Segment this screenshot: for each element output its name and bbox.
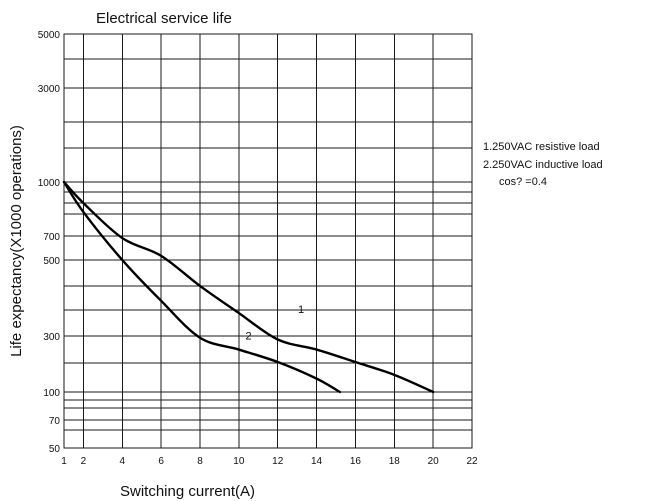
chart-title: Electrical service life — [96, 10, 232, 27]
x-axis-label: Switching current(A) — [120, 483, 255, 500]
y-tick-label: 1000 — [38, 178, 61, 189]
y-tick-label: 3000 — [38, 84, 61, 95]
x-tick-label: 8 — [197, 456, 203, 467]
x-tick-label: 22 — [466, 456, 478, 467]
y-tick-label: 300 — [43, 332, 60, 343]
series-label-2: 2 — [246, 331, 252, 343]
x-tick-label: 2 — [81, 456, 87, 467]
x-tick-label: 18 — [389, 456, 401, 467]
x-tick-label: 4 — [120, 456, 126, 467]
series-line-1 — [62, 180, 435, 394]
x-tick-label: 14 — [311, 456, 323, 467]
legend-entry-3: cos? =0.4 — [499, 176, 547, 188]
legend-entry-1: 1.250VAC resistive load — [483, 141, 600, 153]
y-axis-label: Life expectancy(X1000 operations) — [8, 125, 25, 357]
plot-frame — [63, 33, 473, 449]
y-tick-label: 50 — [49, 444, 61, 455]
x-tick-label: 6 — [158, 456, 164, 467]
y-tick-label: 5000 — [38, 30, 61, 41]
x-tick-label: 1 — [61, 456, 67, 467]
x-tick-label: 20 — [428, 456, 440, 467]
y-tick-label: 100 — [43, 388, 60, 399]
y-tick-label: 70 — [49, 416, 61, 427]
x-tick-label: 12 — [272, 456, 284, 467]
y-tick-label: 700 — [43, 232, 60, 243]
x-tick-label: 16 — [350, 456, 362, 467]
y-tick-label: 500 — [43, 256, 60, 267]
series-line-2 — [62, 180, 342, 394]
x-tick-label: 10 — [233, 456, 245, 467]
series-label-1: 1 — [298, 304, 304, 316]
legend-entry-2: 2.250VAC inductive load — [483, 159, 603, 171]
